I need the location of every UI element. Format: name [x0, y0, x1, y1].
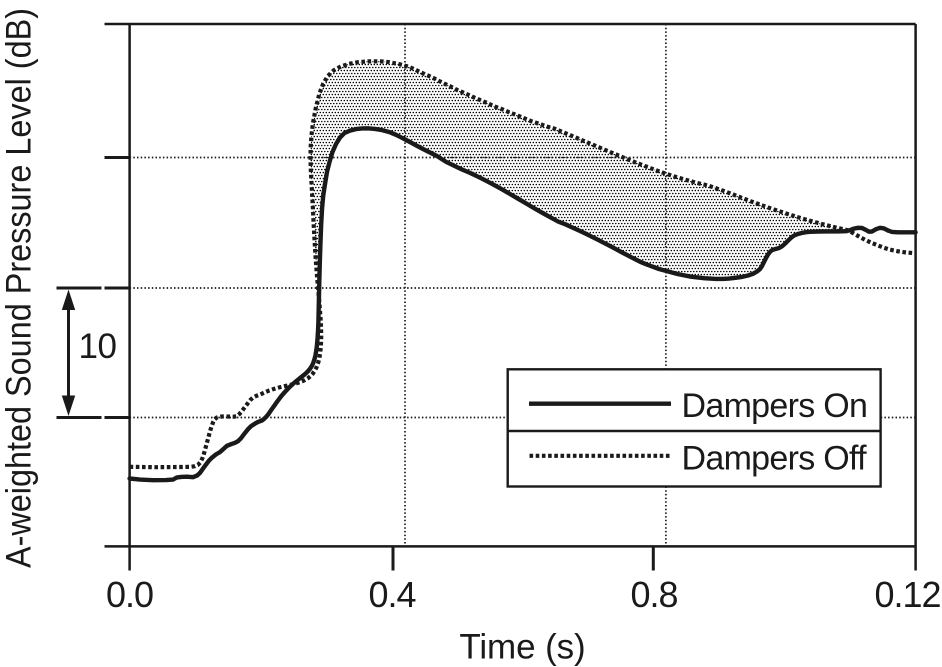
svg-text:Time (s): Time (s) — [459, 627, 585, 666]
svg-text:0.12: 0.12 — [874, 574, 940, 615]
svg-text:Dampers On: Dampers On — [682, 387, 868, 425]
svg-text:10: 10 — [79, 327, 117, 366]
svg-text:0.0: 0.0 — [106, 574, 153, 615]
svg-text:Dampers Off: Dampers Off — [682, 439, 868, 477]
svg-text:A-weighted Sound Pressure Leve: A-weighted Sound Pressure Level (dB) — [0, 8, 39, 568]
svg-text:0.8: 0.8 — [630, 574, 677, 615]
svg-text:0.4: 0.4 — [368, 574, 415, 615]
